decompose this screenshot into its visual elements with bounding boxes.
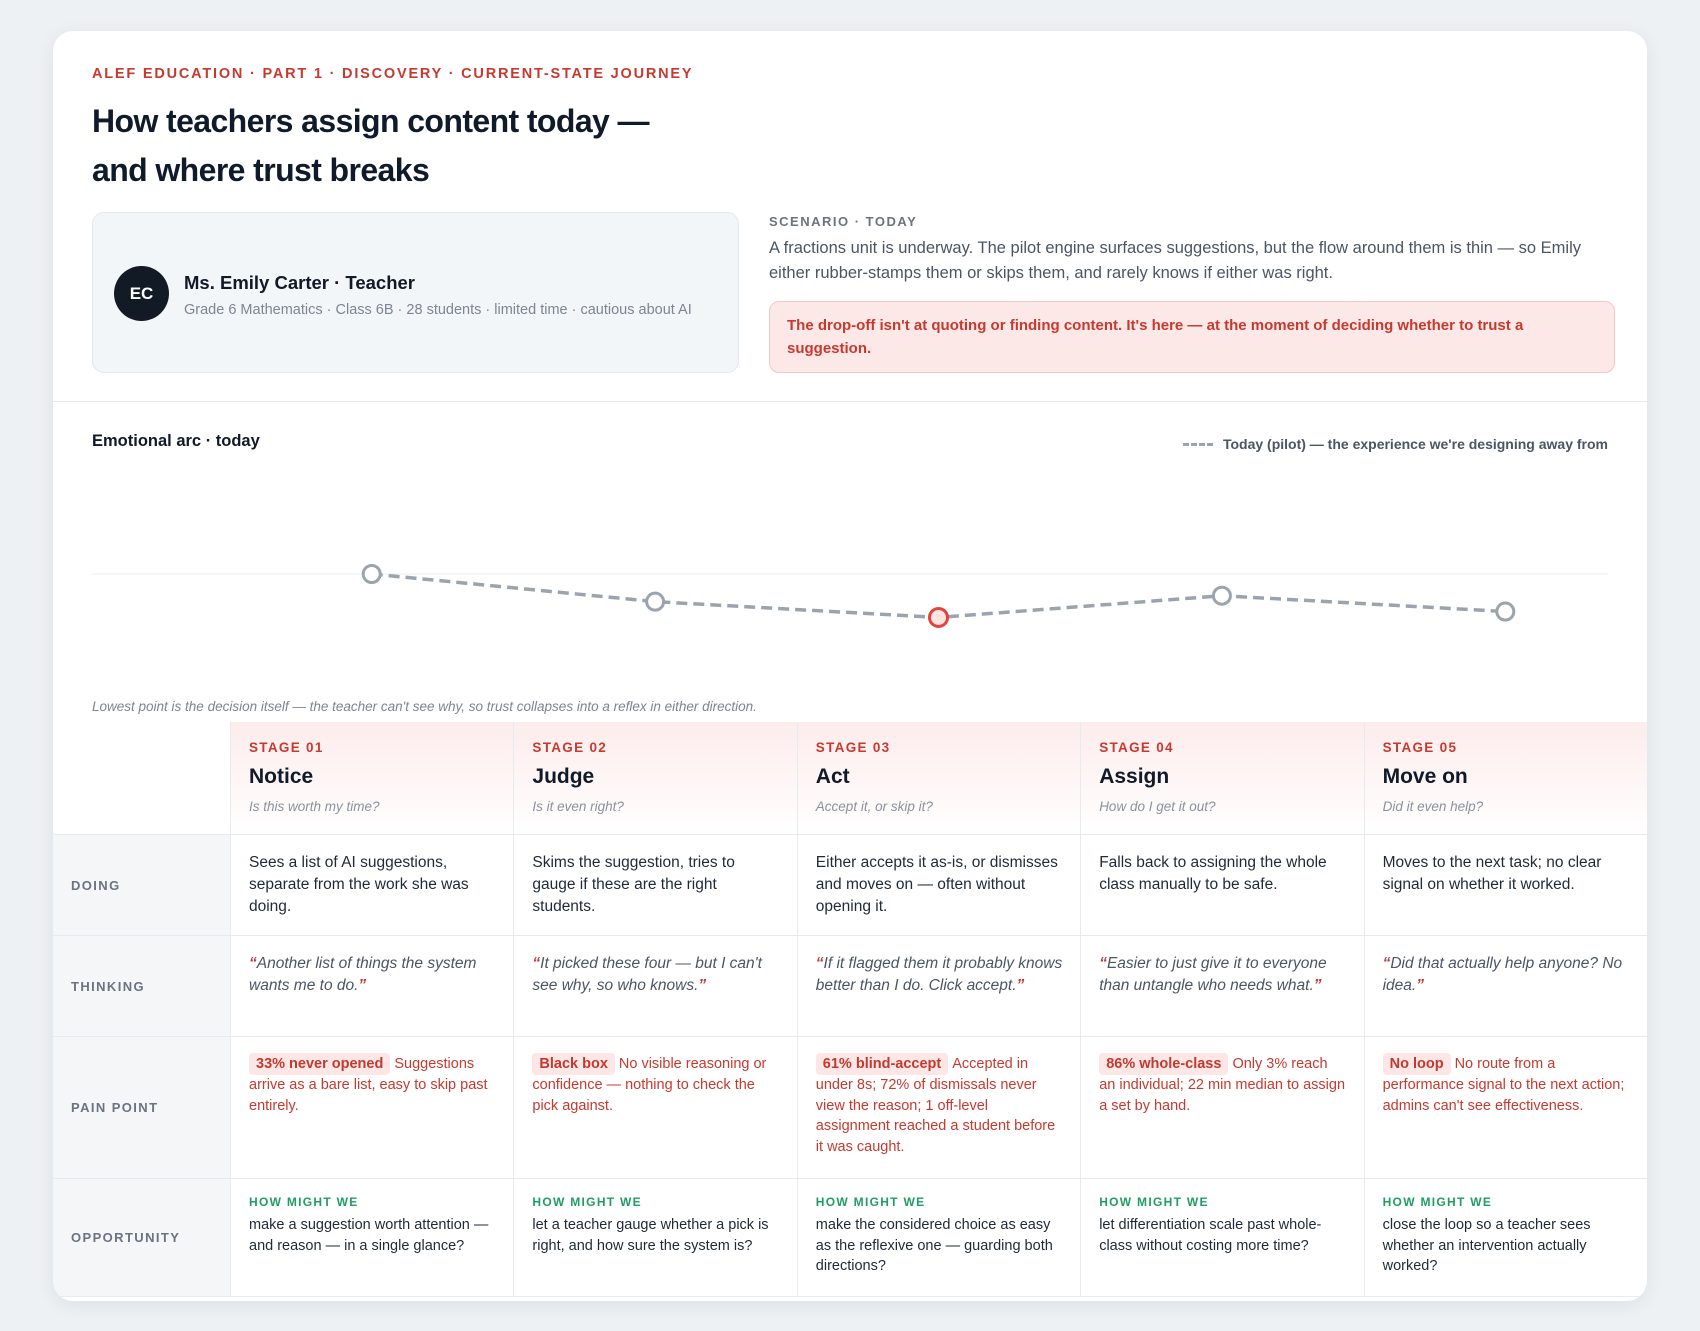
pain-cell: 86% whole-class Only 3% reach an individu…: [1080, 1037, 1364, 1179]
pain-cell: 33% never opened Suggestions arrive as a …: [230, 1037, 514, 1179]
pain-text: Only 3% reach an individual; 22 min medi…: [1099, 1056, 1346, 1114]
pain-tag: 86% whole-class: [1099, 1053, 1229, 1075]
thinking-quote: Another list of things the system wants …: [249, 955, 477, 994]
pain-cell: 61% blind-accept Accepted in under 8s; 72…: [796, 1037, 1081, 1179]
divider: [53, 401, 1647, 402]
row-label-pain: PAIN POINT: [53, 1037, 230, 1179]
opportunity-cell: HOW MIGHT WE let differentiation scale p…: [1080, 1179, 1364, 1297]
hmw-label: HOW MIGHT WE: [1099, 1195, 1209, 1209]
stage-number: STAGE 05: [1382, 740, 1458, 755]
pain-text: Accepted in under 8s; 72% of dismissals …: [815, 1056, 1056, 1155]
scenario-text: A fractions unit is underway. The pilot …: [769, 239, 1581, 282]
stage-name: Judge: [532, 765, 595, 788]
grid-corner: [53, 722, 230, 835]
data-point: [361, 564, 382, 584]
persona-name: Ms. Emily Carter · Teacher: [184, 272, 415, 293]
stage-header: STAGE 05 Move on Did it even help?: [1363, 722, 1647, 835]
thinking-quote: If it flagged them it probably knows bet…: [815, 955, 1063, 994]
scenario-label: SCENARIO · TODAY: [769, 214, 918, 229]
hmw-label: HOW MIGHT WE: [1382, 1195, 1493, 1209]
stage-name: Assign: [1099, 765, 1170, 788]
opportunity-cell: HOW MIGHT WE let a teacher gauge whether…: [513, 1179, 797, 1297]
stage-question: Did it even help?: [1382, 799, 1484, 814]
stage-header: STAGE 01 Notice Is this worth my time?: [230, 722, 514, 835]
legend-label: Today (pilot) — the experience we're des…: [1222, 436, 1608, 452]
stage-name: Act: [815, 765, 850, 788]
hmw-label: HOW MIGHT WE: [249, 1195, 359, 1209]
thinking-quote: It picked these four — but I can't see w…: [532, 955, 762, 994]
data-point: [1211, 585, 1232, 606]
opportunity-cell: HOW MIGHT WE make the considered choice …: [796, 1179, 1081, 1297]
emotional-arc-chart: [92, 564, 1608, 628]
row-label-thinking: THINKING: [53, 936, 230, 1037]
stage-question: How do I get it out?: [1099, 799, 1216, 814]
persona-card: EC Ms. Emily Carter · Teacher Grade 6 Ma…: [92, 212, 739, 373]
pain-cell: No loop No route from a performance signa…: [1363, 1037, 1647, 1179]
thinking-cell: “Another list of things the system wants…: [230, 936, 514, 1037]
pain-text: Suggestions arrive as a bare list, easy …: [249, 1056, 488, 1114]
stage-number: STAGE 02: [532, 740, 608, 755]
hmw-label: HOW MIGHT WE: [532, 1195, 642, 1209]
stage-number: STAGE 03: [815, 740, 891, 755]
eyebrow: ALEF EDUCATION · PART 1 · DISCOVERY · CU…: [92, 66, 694, 82]
opportunity-cell: HOW MIGHT WE close the loop so a teacher…: [1363, 1179, 1647, 1297]
alert-callout: The drop-off isn't at quoting or finding…: [769, 301, 1615, 373]
chart-legend: Today (pilot) — the experience we're des…: [1182, 436, 1608, 452]
journey-card: ALEF EDUCATION · PART 1 · DISCOVERY · CU…: [53, 31, 1647, 1301]
thinking-cell: “If it flagged them it probably knows be…: [796, 936, 1081, 1037]
arc-title: Emotional arc · today: [92, 432, 260, 450]
doing-cell: Sees a list of AI suggestions, separate …: [230, 835, 514, 936]
stage-header: STAGE 04 Assign How do I get it out?: [1080, 722, 1364, 835]
data-point: [1495, 601, 1516, 622]
pain-tag: 61% blind-accept: [815, 1053, 949, 1075]
thinking-cell: “Easier to just give it to everyone than…: [1080, 936, 1364, 1037]
data-point: [645, 591, 666, 612]
stage-question: Accept it, or skip it?: [815, 799, 933, 814]
stage-name: Move on: [1382, 765, 1468, 788]
thinking-cell: “Did that actually help anyone? No idea.…: [1363, 936, 1647, 1037]
pain-tag: Black box: [532, 1053, 615, 1075]
stage-number: STAGE 01: [249, 740, 324, 755]
chart-caption: Lowest point is the decision itself — th…: [92, 699, 757, 714]
thinking-cell: “It picked these four — but I can't see …: [513, 936, 797, 1037]
opportunity-text: let differentiation scale past whole-cla…: [1099, 1217, 1322, 1254]
thinking-quote: Did that actually help anyone? No idea.: [1382, 955, 1623, 994]
pain-text: No visible reasoning or confidence — not…: [532, 1056, 767, 1114]
hmw-label: HOW MIGHT WE: [815, 1195, 926, 1209]
opportunity-text: let a teacher gauge whether a pick is ri…: [532, 1217, 769, 1254]
stage-question: Is this worth my time?: [249, 799, 380, 814]
opportunity-text: close the loop so a teacher sees whether…: [1382, 1217, 1591, 1274]
pain-tag: No loop: [1382, 1053, 1451, 1075]
row-label-doing: DOING: [53, 835, 230, 936]
row-label-opportunity: OPPORTUNITY: [53, 1179, 230, 1297]
stage-question: Is it even right?: [532, 799, 624, 814]
opportunity-cell: HOW MIGHT WE make a suggestion worth att…: [230, 1179, 514, 1297]
page-title: How teachers assign content today — and …: [92, 103, 650, 188]
legend-dash-icon: [1182, 442, 1213, 446]
avatar: EC: [114, 266, 169, 321]
stage-header: STAGE 03 Act Accept it, or skip it?: [796, 722, 1081, 835]
pain-tag: 33% never opened: [249, 1053, 391, 1075]
doing-cell: Skims the suggestion, tries to gauge if …: [513, 835, 797, 936]
persona-details: Grade 6 Mathematics · Class 6B · 28 stud…: [184, 302, 692, 318]
journey-grid: STAGE 01 Notice Is this worth my time? S…: [53, 722, 1647, 1297]
stage-number: STAGE 04: [1099, 740, 1174, 755]
doing-cell: Moves to the next task; no clear signal …: [1363, 835, 1647, 936]
opportunity-text: make the considered choice as easy as th…: [815, 1217, 1053, 1274]
stage-header: STAGE 02 Judge Is it even right?: [513, 722, 797, 835]
data-point-lowest: [928, 606, 949, 628]
pain-text: No route from a performance signal to th…: [1382, 1056, 1625, 1114]
opportunity-text: make a suggestion worth attention — and …: [249, 1217, 489, 1254]
pain-cell: Black box No visible reasoning or confide…: [513, 1037, 797, 1179]
doing-cell: Either accepts it as-is, or dismisses an…: [796, 835, 1081, 936]
stage-name: Notice: [249, 765, 314, 788]
doing-cell: Falls back to assigning the whole class …: [1080, 835, 1364, 936]
thinking-quote: Easier to just give it to everyone than …: [1099, 955, 1327, 994]
